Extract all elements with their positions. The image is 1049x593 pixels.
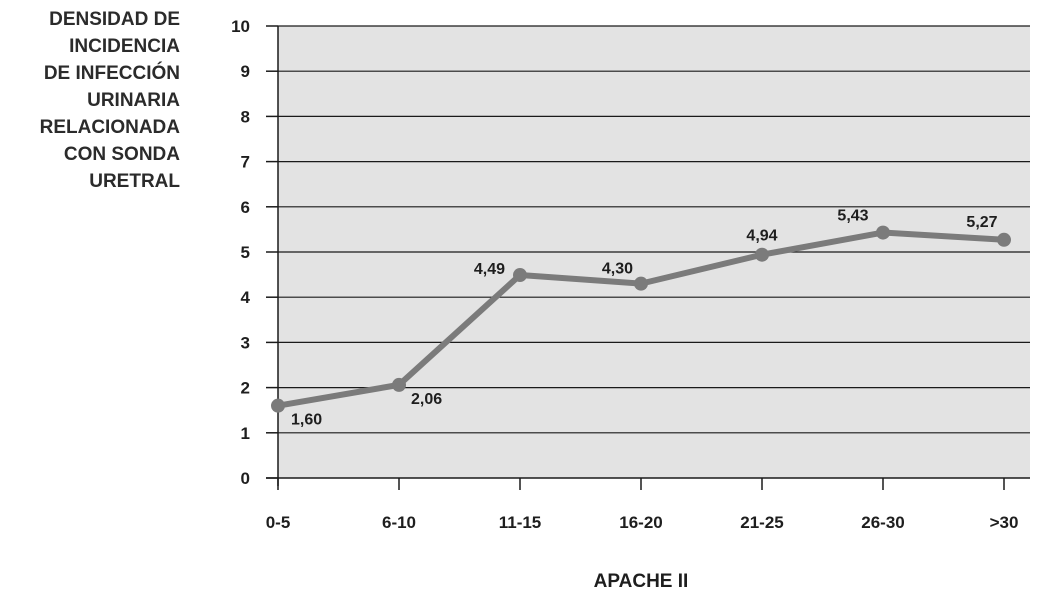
data-point <box>755 247 769 262</box>
y-tick-label: 5 <box>241 243 250 262</box>
data-label: 5,27 <box>966 214 997 231</box>
x-axis-label: APACHE II <box>594 571 689 592</box>
data-label: 2,06 <box>411 391 442 408</box>
y-tick-label: 9 <box>241 62 250 81</box>
x-tick-label: 0-5 <box>266 513 291 532</box>
data-point <box>876 225 890 240</box>
x-tick-label: 16-20 <box>619 513 662 532</box>
data-point <box>997 232 1011 247</box>
y-tick-label: 10 <box>231 17 250 36</box>
series-group <box>271 225 1011 413</box>
data-point <box>392 377 406 392</box>
x-tick-labels: 0-5 6-10 11-15 16-20 21-25 26-30 >30 <box>266 478 1019 532</box>
data-point <box>634 276 648 291</box>
x-tick-label: 21-25 <box>740 513 783 532</box>
y-tick-label: 1 <box>241 424 250 443</box>
y-tick-label: 6 <box>241 198 250 217</box>
data-label: 4,30 <box>602 261 633 278</box>
data-labels: 1,60 2,06 4,49 4,30 4,94 5,43 5,27 <box>291 208 998 429</box>
data-label: 4,49 <box>474 261 505 278</box>
y-tick-label: 0 <box>241 469 250 488</box>
y-axis-label: DENSIDAD DE INCIDENCIA DE INFECCIÓN URIN… <box>39 9 180 192</box>
y-tick-label: 4 <box>241 288 251 307</box>
x-tick-label: 26-30 <box>861 513 904 532</box>
y-tick-labels: 0 1 2 3 4 5 6 7 8 9 10 <box>231 17 250 488</box>
x-tick-label: >30 <box>990 513 1019 532</box>
data-label: 4,94 <box>746 228 777 245</box>
x-tick-label: 11-15 <box>499 513 542 532</box>
data-label: 5,43 <box>837 208 868 225</box>
y-tick-label: 3 <box>241 333 250 352</box>
y-tick-label: 7 <box>241 153 250 172</box>
data-point <box>271 398 285 413</box>
data-point <box>513 268 527 283</box>
y-tick-label: 8 <box>241 107 250 126</box>
data-label: 1,60 <box>291 412 322 429</box>
x-tick-label: 6-10 <box>382 513 416 532</box>
y-tick-label: 2 <box>241 379 250 398</box>
